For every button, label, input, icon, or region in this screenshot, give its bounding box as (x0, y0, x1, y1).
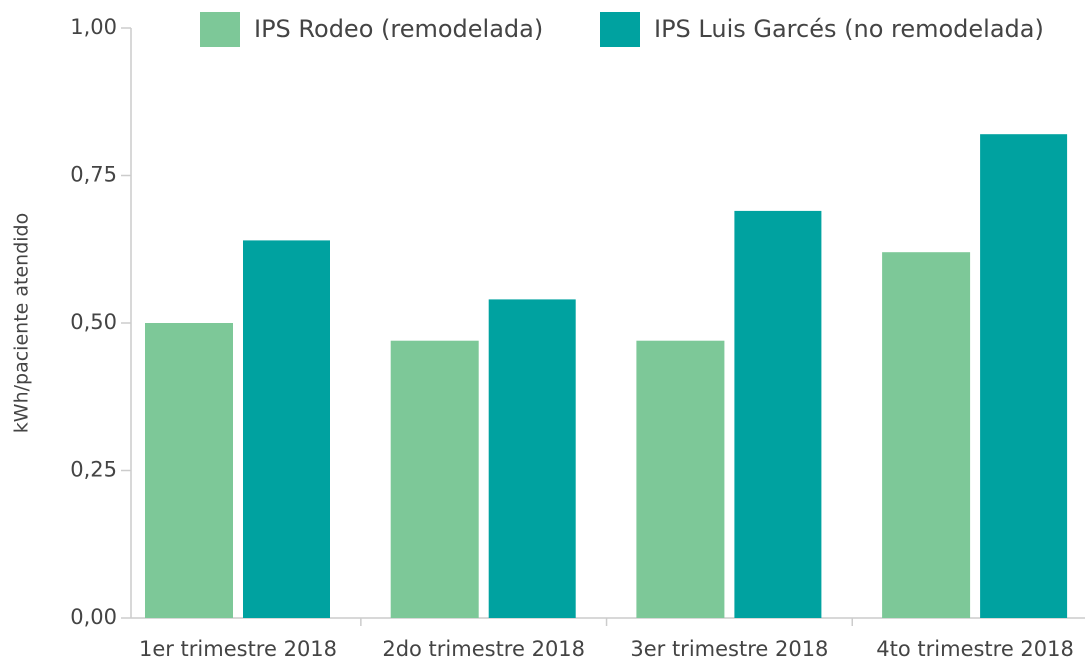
x-tick-label: 4to trimestre 2018 (876, 637, 1074, 659)
y-axis-label: kWh/paciente atendido (11, 213, 33, 433)
bar (488, 299, 576, 618)
legend-swatch (200, 12, 240, 47)
bar (243, 240, 330, 618)
bar (882, 252, 971, 618)
x-tick-label: 1er trimestre 2018 (139, 637, 337, 659)
legend-swatch (600, 12, 640, 47)
bar (145, 323, 233, 618)
x-tick-label: 2do trimestre 2018 (382, 637, 585, 659)
legend-label: IPS Rodeo (remodelada) (254, 15, 543, 43)
bar (734, 210, 822, 618)
legend-label: IPS Luis Garcés (no remodelada) (654, 15, 1044, 43)
y-tick-label: 1,00 (70, 15, 117, 39)
bar (980, 134, 1068, 618)
bar (636, 340, 725, 618)
x-tick-label: 3er trimestre 2018 (630, 637, 828, 659)
y-tick-label: 0,75 (70, 163, 117, 187)
y-tick-label: 0,50 (70, 310, 117, 334)
bar (390, 340, 479, 618)
y-tick-label: 0,25 (70, 458, 117, 482)
y-tick-label: 0,00 (70, 605, 117, 629)
